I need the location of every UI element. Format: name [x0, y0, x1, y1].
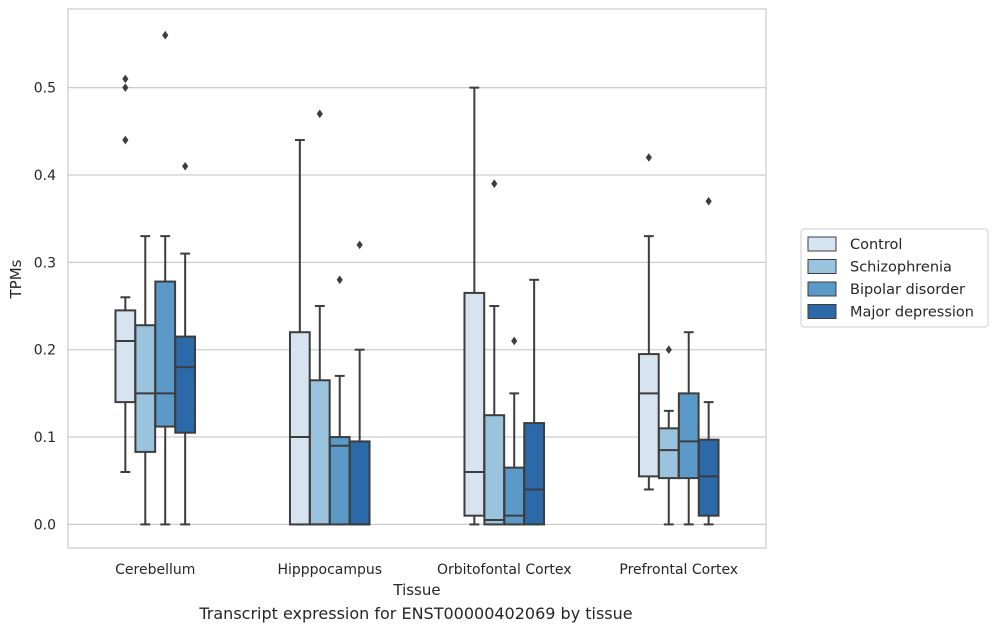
- box-rect: [328, 436, 351, 526]
- legend-swatch: [807, 304, 837, 319]
- x-tick-label: Orbitofontal Cortex: [437, 562, 572, 578]
- outlier-point: [705, 196, 712, 206]
- outlier-point: [122, 135, 129, 145]
- outlier-point: [645, 153, 652, 162]
- y-tick-label: 0.4: [34, 168, 56, 184]
- box-rect: [483, 414, 506, 526]
- x-axis-label: Tissue: [392, 581, 440, 599]
- box-rect: [174, 335, 197, 434]
- box-rect: [288, 331, 311, 526]
- y-tick-label: 0.1: [34, 430, 56, 446]
- box-major-depression: [697, 196, 720, 526]
- ytick-layer: 0.0 0.1 0.2 0.3 0.4 0.5: [34, 81, 56, 534]
- legend-swatch: [807, 236, 837, 252]
- box-bipolar-disorder: [677, 331, 700, 526]
- legend-frame: [800, 228, 989, 328]
- x-tick-label: Prefrontal Cortex: [619, 562, 738, 578]
- plot-frame: [67, 8, 767, 549]
- chart-svg: 0.0 0.1 0.2 0.3 0.4 0.5 Cerebellum Hipppocampu…: [7, 8, 989, 599]
- outlier-point: [122, 83, 129, 92]
- outlier-point: [665, 345, 672, 354]
- legend-label: Control: [850, 237, 902, 253]
- y-axis-label: TPMs: [7, 259, 25, 299]
- box-rect: [523, 422, 546, 526]
- legend-swatch: [807, 281, 837, 297]
- outlier-point: [182, 161, 189, 171]
- outlier-point: [491, 179, 498, 189]
- box-schizophrenia: [657, 345, 680, 526]
- xtick-layer: Cerebellum Hipppocampus Orbitofontal Corte…: [115, 562, 738, 578]
- legend: Control Schizophrenia Bipolar disorder Majo…: [800, 228, 989, 328]
- box-schizophrenia: [483, 179, 506, 526]
- box-control: [114, 74, 137, 473]
- outlier-point: [356, 240, 363, 250]
- box-rect: [677, 392, 700, 480]
- y-tick-label: 0.2: [34, 343, 56, 359]
- box-rect: [308, 379, 331, 526]
- box-major-depression: [174, 161, 197, 526]
- y-tick-label: 0.3: [34, 255, 56, 271]
- box-major-depression: [523, 278, 546, 526]
- legend-swatch: [807, 259, 837, 274]
- outlier-point: [316, 109, 323, 119]
- outlier-point: [162, 30, 169, 40]
- box-rect: [697, 438, 720, 517]
- x-tick-label: Cerebellum: [115, 562, 195, 578]
- box-control: [637, 153, 660, 491]
- y-tick-label: 0.0: [34, 517, 56, 533]
- box-rect: [637, 353, 660, 478]
- legend-label: Major depression: [850, 305, 974, 321]
- outlier-point: [511, 336, 518, 346]
- outlier-point: [336, 275, 343, 285]
- box-rect: [134, 324, 157, 453]
- box-layer: [114, 30, 720, 526]
- box-rect: [657, 427, 680, 480]
- outlier-point: [122, 74, 129, 84]
- box-rect: [114, 309, 137, 404]
- legend-label: Bipolar disorder: [850, 282, 965, 298]
- box-rect: [154, 280, 177, 428]
- x-tick-label: Hipppocampus: [277, 562, 382, 578]
- legend-label: Schizophrenia: [850, 260, 952, 276]
- box-control: [463, 86, 486, 526]
- figure-caption: Transcript expression for ENST0000040206…: [199, 604, 633, 623]
- box-rect: [348, 440, 371, 526]
- y-tick-label: 0.5: [34, 81, 56, 97]
- box-rect: [463, 291, 486, 517]
- box-major-depression: [348, 240, 371, 526]
